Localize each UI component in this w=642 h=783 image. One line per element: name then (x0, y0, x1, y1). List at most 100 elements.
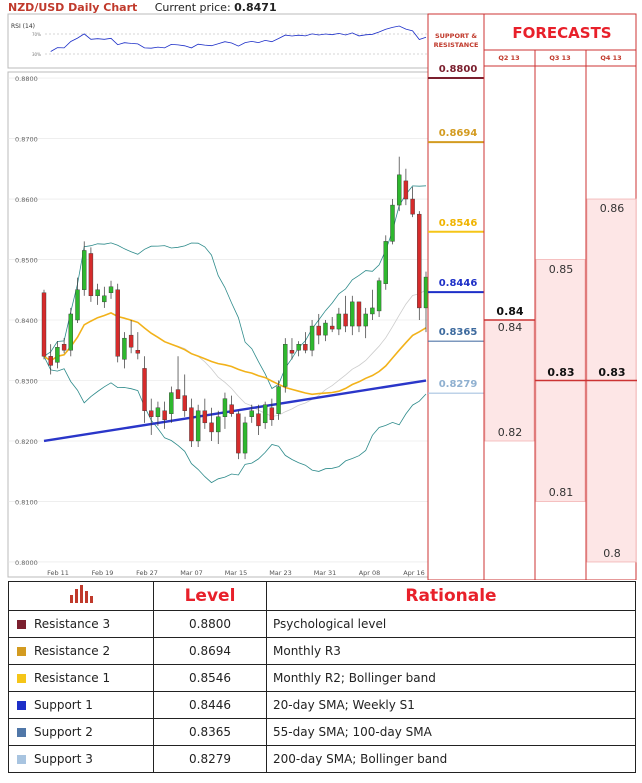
candle-body (410, 198, 415, 215)
candle-body (262, 404, 268, 424)
forecast-high-value: 0.84 (497, 321, 523, 334)
level-swatch (17, 647, 26, 656)
candle-body (303, 344, 308, 351)
rationale-cell: Psychological level (266, 610, 636, 638)
forecast-median-value: 0.84 (496, 305, 524, 318)
candle-body (343, 313, 348, 327)
table-row: Resistance 1 0.8546 Monthly R2; Bollinger … (8, 664, 636, 692)
x-tick-label: Mar 23 (269, 569, 292, 577)
candle-body (115, 289, 120, 357)
rsi-panel (7, 13, 429, 69)
candle-body (256, 413, 261, 427)
candle-body (55, 347, 60, 363)
candle-body (390, 204, 395, 242)
level-name: Support 3 (34, 752, 93, 766)
table-row: Support 1 0.8446 20-day SMA; Weekly S1 (8, 691, 636, 719)
candle-body (175, 389, 181, 399)
candle-body (403, 180, 409, 200)
forecast-median-value: 0.83 (547, 365, 575, 379)
bar-chart-icon (69, 584, 93, 608)
level-swatch (17, 620, 26, 629)
candle-body (102, 295, 107, 303)
rsi-tick-high: 70% (32, 32, 41, 37)
quarter-label-q4: Q4 13 (600, 54, 622, 62)
x-tick-label: Feb 11 (47, 569, 69, 577)
level-swatch (17, 755, 26, 764)
candle-body (316, 325, 321, 336)
candle-body (189, 407, 194, 442)
candle-body (296, 344, 301, 351)
level-name-cell: Resistance 1 (8, 664, 154, 692)
sma-55 (43, 312, 427, 396)
candle-body (95, 289, 100, 297)
forecast-low-value: 0.82 (497, 425, 523, 439)
level-value: 0.8279 (189, 752, 231, 766)
candle-body (169, 392, 174, 414)
y-tick-label: 0.8200 (15, 438, 38, 446)
chart-title: NZD/USD Daily Chart (8, 1, 138, 14)
candle-body (41, 292, 47, 357)
candle-body (216, 416, 221, 433)
y-tick-label: 0.8500 (15, 257, 38, 265)
x-tick-label: Feb 19 (92, 569, 114, 577)
level-value-cell: 0.8279 (153, 745, 267, 773)
rationale-text: 20-day SMA; Weekly S1 (273, 698, 415, 712)
x-tick-label: Apr 16 (403, 569, 425, 577)
candle-body (356, 301, 362, 327)
candle-body (75, 289, 80, 321)
candle-body (383, 241, 388, 284)
candle-body (350, 301, 355, 327)
bollinger-upper (43, 185, 427, 390)
y-tick-label: 0.8100 (15, 498, 38, 506)
candle-body (417, 213, 422, 309)
rationale-text: Psychological level (273, 617, 387, 631)
sr-level-value: 0.8279 (438, 379, 478, 391)
x-tick-label: Mar 31 (314, 569, 337, 577)
forecast-high-value: 0.85 (548, 262, 574, 276)
level-value-cell: 0.8800 (153, 610, 267, 638)
candle-body (363, 313, 368, 327)
candle-body (370, 307, 375, 315)
level-name-cell: Support 1 (8, 691, 154, 719)
candle-body (289, 350, 295, 354)
rationale-text: Monthly R3 (273, 644, 341, 658)
level-value-cell: 0.8446 (153, 691, 267, 719)
rationale-text: 55-day SMA; 100-day SMA (273, 725, 432, 739)
level-swatch (17, 728, 26, 737)
table-row: Support 3 0.8279 200-day SMA; Bollinger ba… (8, 745, 636, 773)
rationale-text: 200-day SMA; Bollinger band (273, 752, 448, 766)
candle-body (88, 253, 94, 297)
candle-body (329, 325, 335, 330)
candle-body (82, 250, 87, 290)
candle-body (323, 322, 328, 336)
rationale-cell: 55-day SMA; 100-day SMA (266, 718, 636, 746)
sr-level-value: 0.8694 (438, 128, 478, 140)
forecast-low-value: 0.8 (603, 546, 621, 560)
candle-body (222, 398, 228, 417)
support-resistance-header: SUPPORT & RESISTANCE (433, 32, 479, 49)
y-tick-label: 0.8400 (15, 317, 38, 325)
y-tick-label: 0.8300 (15, 378, 38, 386)
candlestick-chart: RSI (14) 70% 30% 0.8800 0.8700 0.8600 0.8500 0.… (7, 13, 637, 580)
level-swatch (17, 701, 26, 710)
level-name: Resistance 2 (34, 644, 111, 658)
level-name-cell: Resistance 3 (8, 610, 154, 638)
level-value-cell: 0.8546 (153, 664, 267, 692)
candle-body (182, 395, 187, 411)
candle-body (423, 276, 429, 309)
rsi-line (50, 25, 427, 52)
levels-table: Level Rationale Resistance 3 0.8800 Psycho… (8, 581, 636, 773)
candle-body (376, 280, 382, 312)
y-tick-label: 0.8600 (15, 196, 38, 204)
table-row: Resistance 3 0.8800 Psychological level (8, 610, 636, 638)
x-tick-label: Mar 07 (180, 569, 203, 577)
level-name-cell: Resistance 2 (8, 637, 154, 665)
candle-body (155, 407, 161, 417)
rsi-tick-low: 30% (32, 52, 41, 57)
candle-body (209, 422, 214, 433)
level-name: Support 1 (34, 698, 93, 712)
sr-level-value: 0.8800 (438, 64, 478, 76)
level-value: 0.8800 (189, 617, 231, 631)
level-value: 0.8446 (189, 698, 231, 712)
forecast-high-value: 0.86 (599, 202, 625, 216)
